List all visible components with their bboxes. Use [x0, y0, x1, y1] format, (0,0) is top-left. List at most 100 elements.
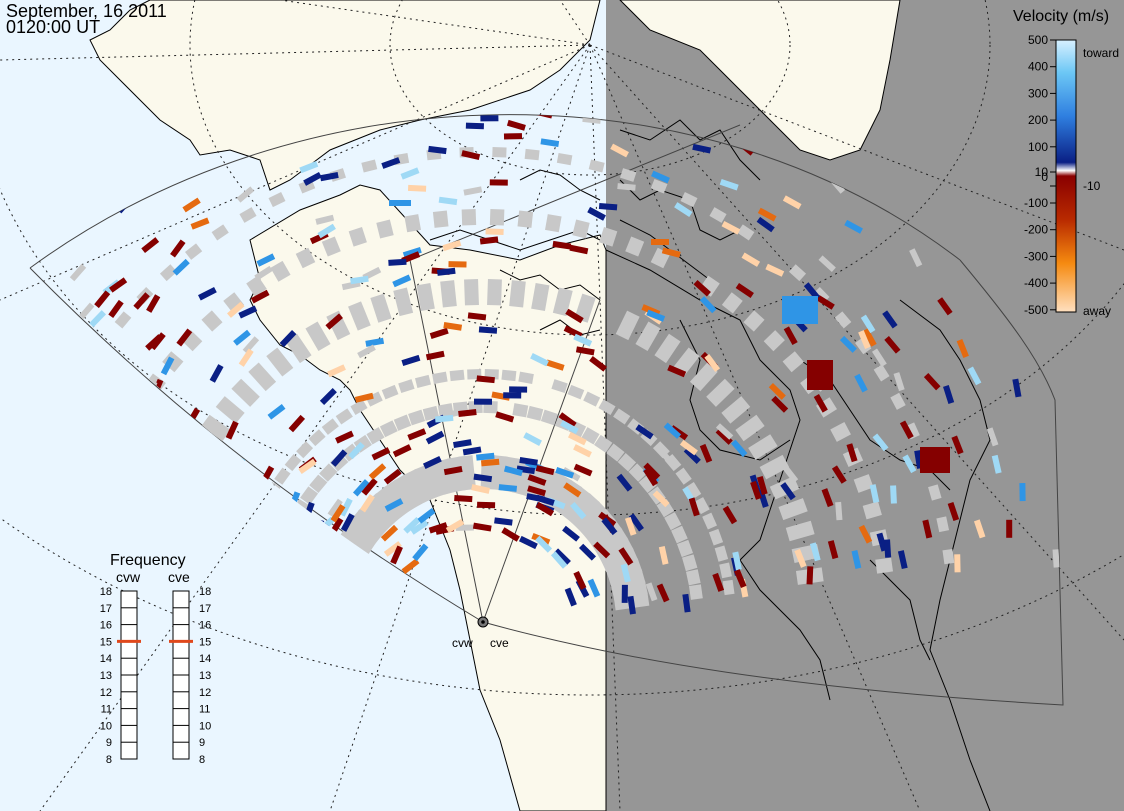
- velocity-cell: [527, 474, 547, 486]
- velocity-cell: [238, 348, 254, 367]
- ground-scatter-cell: [708, 528, 724, 546]
- velocity-cell: [780, 482, 796, 501]
- velocity-cell: [445, 518, 465, 534]
- ground-scatter-cell: [830, 421, 851, 442]
- ground-scatter-cell: [215, 396, 245, 424]
- ground-scatter-cell: [461, 208, 477, 226]
- frequency-tick-label-right: 16: [199, 620, 211, 632]
- velocity-cell: [535, 501, 555, 517]
- ground-scatter-cell: [201, 414, 231, 442]
- velocity-cell: [454, 495, 473, 503]
- ground-scatter-cell: [231, 378, 260, 407]
- velocity-cell: [523, 432, 542, 446]
- velocity-cell: [383, 468, 402, 485]
- velocity-cell: [527, 485, 547, 497]
- velocity-cell: [831, 465, 847, 484]
- velocity-cell: [89, 310, 107, 328]
- velocity-cell: [715, 423, 734, 440]
- velocity-cell: [683, 447, 701, 465]
- ground-scatter-cell: [682, 554, 698, 572]
- colorbar-tick-label: -300: [1024, 249, 1048, 263]
- velocity-cell: [578, 543, 597, 561]
- velocity-cell: [467, 312, 487, 321]
- velocity-cell: [422, 455, 442, 470]
- velocity-cell: [587, 578, 601, 598]
- velocity-cell: [335, 430, 354, 444]
- ground-scatter-cell: [350, 509, 386, 542]
- velocity-cell: [854, 373, 868, 393]
- greenland-land: [619, 0, 901, 161]
- ground-scatter-cell: [524, 148, 540, 161]
- velocity-cell: [956, 339, 969, 358]
- velocity-cell: [78, 302, 95, 321]
- velocity-cell: [381, 157, 401, 169]
- velocity-cell: [330, 449, 348, 467]
- velocity-cell: [176, 328, 193, 347]
- ground-scatter-cell: [526, 405, 544, 421]
- ground-scatter-cell: [675, 467, 692, 485]
- ground-scatter-cell: [383, 479, 415, 516]
- velocity-cell: [545, 359, 565, 371]
- velocity-cell: [890, 485, 897, 504]
- velocity-cell: [794, 548, 807, 568]
- velocity-cell: [443, 322, 463, 331]
- ground-scatter-cell: [676, 539, 694, 558]
- velocity-cell: [535, 494, 555, 506]
- header-time: 0120:00 UT: [6, 17, 100, 37]
- velocity-cell: [340, 513, 355, 532]
- velocity-cell: [624, 516, 637, 536]
- velocity-patch: [920, 447, 950, 473]
- velocity-cell: [392, 274, 412, 288]
- velocity-cell: [943, 385, 955, 404]
- velocity-cell: [509, 386, 528, 393]
- velocity-cell: [390, 545, 403, 565]
- frequency-tick-label-right: 13: [199, 670, 211, 682]
- velocity-cell: [519, 456, 538, 466]
- velocity-cell: [429, 327, 449, 340]
- ground-scatter-cell: [722, 579, 735, 596]
- ground-scatter-cell: [601, 547, 639, 575]
- velocity-cell: [479, 236, 499, 245]
- ground-scatter-cell: [300, 486, 319, 505]
- velocity-cell: [473, 398, 493, 405]
- frequency-tick-label-right: 8: [199, 754, 205, 766]
- ground-scatter-cell: [350, 399, 368, 416]
- velocity-cell: [438, 196, 458, 206]
- velocity-cell: [288, 414, 306, 433]
- frequency-tick-label-left: 17: [100, 603, 112, 615]
- velocity-cell: [141, 237, 160, 254]
- velocity-patch: [651, 239, 669, 245]
- velocity-cell: [643, 462, 661, 480]
- velocity-cell: [359, 494, 375, 513]
- velocity-cell: [172, 258, 190, 276]
- ground-scatter-cell: [788, 264, 807, 282]
- velocity-cell: [495, 411, 515, 423]
- velocity-cell: [732, 551, 742, 571]
- velocity-cell: [839, 335, 857, 353]
- ground-scatter-cell: [381, 384, 399, 400]
- velocity-cell: [279, 330, 297, 348]
- velocity-cell: [535, 535, 553, 553]
- graticule-meridian-2: [0, 44, 591, 301]
- ground-scatter-cell: [248, 362, 277, 392]
- velocity-cell: [562, 525, 580, 542]
- fov-seam-line-2: [482, 299, 601, 623]
- velocity-cell: [94, 290, 111, 309]
- siberia-land: [89, 0, 601, 191]
- ground-scatter-cell: [597, 537, 634, 566]
- velocity-cell: [401, 558, 420, 575]
- ground-scatter-cell: [319, 463, 338, 482]
- ground-scatter-cell: [759, 454, 790, 480]
- ground-scatter-cell: [628, 463, 647, 482]
- velocity-cell: [209, 364, 224, 383]
- velocity-cell: [699, 443, 713, 463]
- velocity-cell: [555, 467, 575, 479]
- velocity-cell: [327, 498, 343, 517]
- velocity-cell: [402, 246, 422, 259]
- colorbar-tick-label: 10: [1035, 165, 1049, 179]
- velocity-cell: [719, 178, 739, 191]
- colorbar-tick-zero: 0: [1041, 170, 1048, 184]
- velocity-cell: [782, 195, 802, 210]
- ground-scatter-cell: [721, 396, 751, 424]
- graticule-meridian-10: [279, 0, 591, 46]
